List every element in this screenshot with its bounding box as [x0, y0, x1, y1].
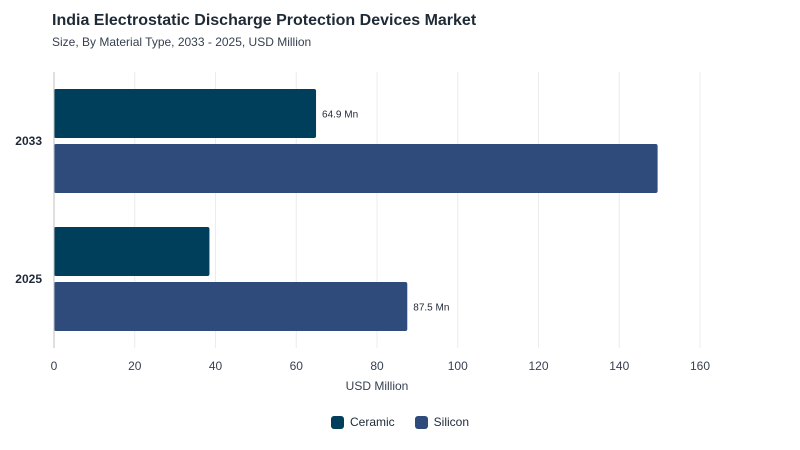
bar-silicon-2025 [54, 282, 408, 331]
x-tick-label: 40 [209, 359, 223, 373]
bars [54, 89, 658, 331]
legend-swatch [330, 415, 344, 429]
bar-silicon-2033 [54, 144, 658, 193]
data-labels: 64.9 Mn 87.5 Mn [322, 110, 449, 314]
x-tick-label: 0 [51, 359, 58, 373]
data-label: 64.9 Mn [322, 110, 358, 121]
legend-item-ceramic[interactable]: Ceramic [330, 415, 395, 429]
category-label: 2025 [15, 272, 42, 286]
x-tick-label: 20 [128, 359, 142, 373]
axes: 0 20 40 60 80 100 120 140 160 USD Million 2033 2025 [15, 72, 710, 393]
category-label: 2033 [15, 134, 42, 148]
x-tick-label: 80 [370, 359, 384, 373]
legend: Ceramic Silicon [0, 415, 800, 429]
x-tick-label: 140 [609, 359, 629, 373]
x-tick-label: 120 [528, 359, 548, 373]
chart-title: India Electrostatic Discharge Protection… [52, 12, 477, 29]
x-tick-label: 160 [690, 359, 710, 373]
legend-item-silicon[interactable]: Silicon [414, 415, 470, 429]
bar-ceramic-2033 [54, 89, 317, 138]
chart-subtitle: Size, By Material Type, 2033 - 2025, USD… [52, 35, 312, 49]
legend-swatch [414, 415, 428, 429]
bar-ceramic-2025 [54, 227, 210, 276]
x-axis-title: USD Million [346, 379, 409, 393]
legend-label: Ceramic [349, 415, 395, 429]
x-tick-label: 100 [448, 359, 468, 373]
x-tick-label: 60 [290, 359, 304, 373]
data-label: 87.5 Mn [413, 303, 449, 314]
legend-label: Silicon [433, 415, 470, 429]
